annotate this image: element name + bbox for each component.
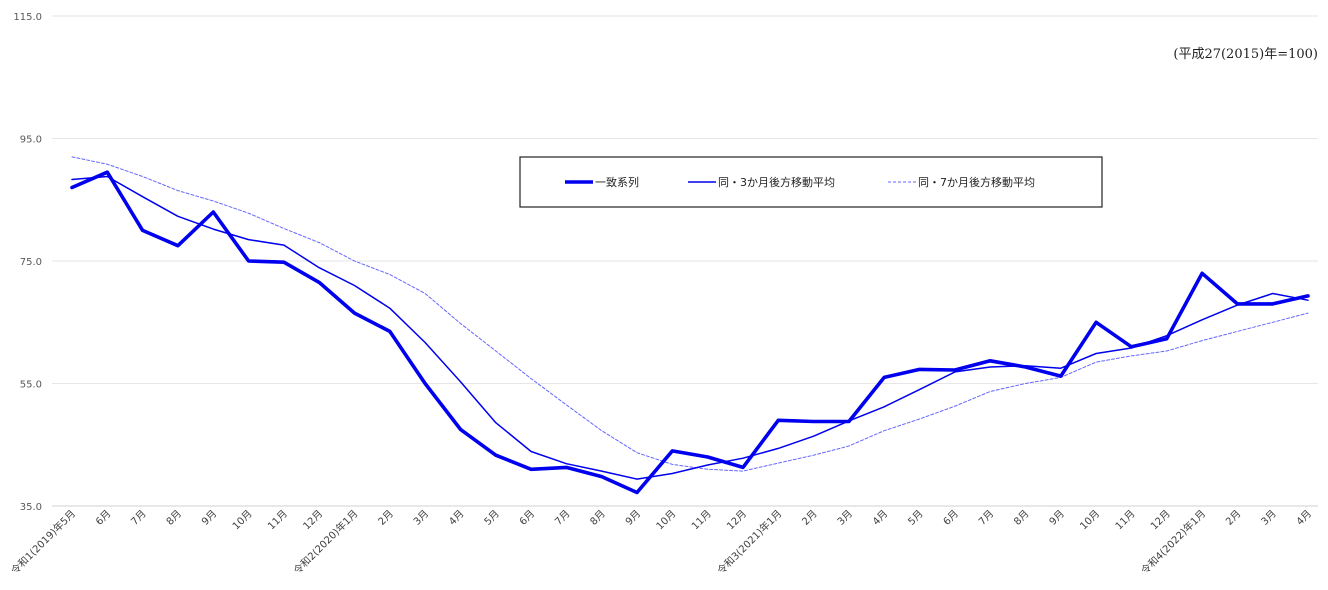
x-tick-label: 12月 bbox=[1148, 508, 1173, 533]
x-tick-label: 4月 bbox=[1294, 508, 1314, 528]
x-tick-label: 9月 bbox=[623, 508, 643, 528]
x-tick-label: 11月 bbox=[1113, 508, 1138, 533]
x-tick-label: 5月 bbox=[906, 508, 926, 528]
x-tick-label: 10月 bbox=[654, 508, 679, 533]
y-tick-label: 115.0 bbox=[13, 12, 42, 23]
x-tick-label: 8月 bbox=[1012, 508, 1032, 528]
x-tick-label: 12月 bbox=[725, 508, 750, 533]
y-tick-label: 75.0 bbox=[20, 257, 42, 268]
x-tick-label: 7月 bbox=[129, 508, 149, 528]
x-tick-label: 8月 bbox=[164, 508, 184, 528]
x-tick-label: 9月 bbox=[1047, 508, 1067, 528]
y-tick-label: 55.0 bbox=[20, 380, 42, 391]
x-tick-label: 6月 bbox=[517, 508, 537, 528]
x-tick-label: 6月 bbox=[93, 508, 113, 528]
x-tick-label: 3月 bbox=[835, 508, 855, 528]
series-line bbox=[71, 175, 1309, 480]
x-tick-label: 8月 bbox=[588, 508, 608, 528]
series-line bbox=[70, 170, 1310, 495]
y-tick-label: 35.0 bbox=[20, 502, 42, 513]
x-tick-label: 9月 bbox=[199, 508, 219, 528]
legend-box bbox=[519, 156, 1103, 208]
x-tick-label: 3月 bbox=[1259, 508, 1279, 528]
y-axis: 35.0 55.0 75.0 95.0 115.0 bbox=[13, 12, 42, 513]
grid-lines bbox=[52, 15, 1318, 507]
x-tick-label: 2月 bbox=[1223, 508, 1243, 528]
legend-label: 同・3か月後方移動平均 bbox=[718, 175, 835, 189]
x-tick-label: 令和4(2022)年1月 bbox=[1138, 507, 1208, 577]
x-tick-label: 7月 bbox=[976, 508, 996, 528]
x-tick-label: 4月 bbox=[447, 508, 467, 528]
x-tick-label: 12月 bbox=[301, 508, 326, 533]
legend-label: 同・7か月後方移動平均 bbox=[918, 175, 1035, 189]
x-axis: 令和1(2019)年5月 6月 7月 8月 9月 10月 11月 12月令和2(2020)年1… bbox=[8, 507, 1314, 577]
x-tick-label: 令和3(2021)年1月 bbox=[714, 507, 784, 577]
x-tick-label: 5月 bbox=[482, 508, 502, 528]
x-tick-label: 11月 bbox=[265, 508, 290, 533]
series-lines bbox=[70, 156, 1310, 495]
series-line bbox=[71, 156, 1309, 472]
x-tick-label: 10月 bbox=[230, 508, 255, 533]
x-tick-label: 11月 bbox=[689, 508, 714, 533]
x-tick-label: 2月 bbox=[800, 508, 820, 528]
x-tick-label: 令和2(2020)年1月 bbox=[291, 507, 361, 577]
x-tick-label: 3月 bbox=[411, 508, 431, 528]
x-tick-label: 令和1(2019)年5月 bbox=[8, 507, 78, 577]
x-tick-label: 7月 bbox=[552, 508, 572, 528]
x-tick-label: 4月 bbox=[870, 508, 890, 528]
legend-label: 一致系列 bbox=[595, 175, 639, 189]
x-tick-label: 10月 bbox=[1078, 508, 1103, 533]
x-tick-label: 6月 bbox=[941, 508, 961, 528]
x-tick-label: 2月 bbox=[376, 508, 396, 528]
base-year-note: (平成27(2015)年=100) bbox=[1173, 47, 1318, 62]
legend: 一致系列 同・3か月後方移動平均 同・7か月後方移動平均 bbox=[519, 156, 1103, 208]
y-tick-label: 95.0 bbox=[20, 135, 42, 146]
